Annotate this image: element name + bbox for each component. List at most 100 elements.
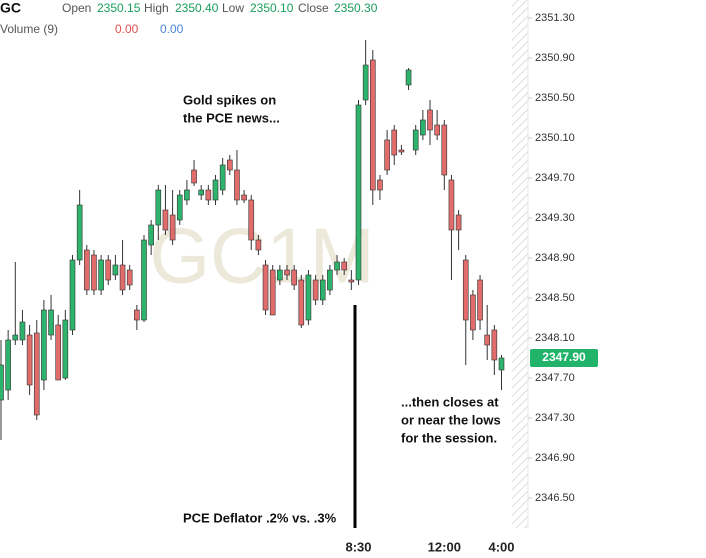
candle-body	[176, 194, 183, 221]
field-label: Low	[222, 1, 244, 15]
last-price-box	[530, 349, 598, 367]
candle-body	[248, 199, 255, 241]
candle-body	[420, 119, 426, 136]
candle-body	[227, 159, 233, 171]
candle-body	[477, 279, 483, 321]
y-tick-label: 2350.50	[535, 92, 575, 104]
candle-body	[377, 179, 383, 191]
candle-body	[98, 259, 104, 291]
candle-body	[362, 64, 369, 101]
candle-body	[334, 261, 340, 271]
candle-body	[355, 104, 362, 281]
volume-label: Volume (9)	[0, 22, 58, 36]
candle-body	[148, 224, 154, 246]
y-tick-label: 2349.70	[535, 172, 575, 184]
candle-body	[191, 169, 197, 184]
candle-body	[484, 334, 491, 346]
candle-body	[434, 124, 440, 136]
field-label: Close	[298, 1, 329, 15]
candle-body	[405, 69, 412, 86]
candle-body	[341, 261, 348, 271]
y-tick-label: 2346.50	[535, 492, 575, 504]
volume-value: 0.00	[160, 22, 184, 36]
field-label: High	[144, 1, 169, 15]
candle-body	[462, 259, 469, 321]
volume-value: 0.00	[115, 22, 139, 36]
annotation: the PCE news...	[183, 110, 280, 125]
candle-body	[26, 334, 33, 386]
candle-body	[277, 269, 283, 281]
candle-body	[0, 364, 4, 401]
candle-body	[155, 189, 162, 226]
annotation: ...then closes at	[401, 394, 499, 409]
candle-body	[319, 279, 326, 301]
candle-body	[412, 129, 419, 151]
candle-body	[470, 294, 476, 331]
candle-body	[427, 109, 433, 131]
candle-body	[48, 309, 54, 336]
candle-body	[441, 124, 448, 176]
candle-body	[141, 239, 147, 321]
candle-body	[305, 274, 312, 321]
field-value: 2350.15	[97, 1, 141, 15]
y-tick-label: 2350.90	[535, 52, 575, 64]
field-value: 2350.40	[175, 1, 219, 15]
y-tick-label: 2348.50	[535, 292, 575, 304]
candle-body	[112, 264, 119, 276]
annotation: for the session.	[401, 430, 497, 445]
annotation: PCE Deflator .2% vs. .3%	[183, 510, 337, 525]
candle-body	[41, 309, 47, 381]
candle-body	[184, 189, 190, 201]
annotation: Gold spikes on	[183, 92, 276, 107]
candle-body	[12, 334, 19, 341]
y-tick-label: 2348.90	[535, 252, 575, 264]
field-value: 2350.30	[334, 1, 378, 15]
candle-body	[5, 339, 11, 391]
field-label: Open	[62, 1, 91, 15]
candle-body	[162, 209, 169, 231]
candle-body	[234, 169, 240, 201]
x-tick-label: 12:00	[428, 539, 461, 554]
candle-body	[91, 254, 97, 291]
annotation: or near the lows	[401, 412, 501, 427]
candle-body	[169, 214, 176, 241]
candle-body	[369, 59, 376, 191]
future-area	[512, 0, 528, 528]
candle-body	[262, 264, 269, 311]
candle-body	[291, 269, 297, 286]
x-tick-label: 8:30	[345, 539, 371, 554]
candle-body	[55, 324, 62, 381]
candle-body	[62, 319, 69, 379]
candle-body	[76, 204, 83, 261]
candle-body	[448, 179, 455, 231]
candle-body	[327, 269, 333, 291]
field-value: 2350.10	[250, 1, 294, 15]
candle-body	[33, 332, 40, 416]
candle-body	[205, 189, 212, 201]
candle-body	[298, 279, 305, 326]
candle-body	[491, 329, 498, 361]
watermark: GC1M	[149, 212, 374, 300]
y-tick-label: 2349.30	[535, 212, 575, 224]
candle-body	[19, 321, 26, 341]
y-tick-label: 2351.30	[535, 12, 575, 24]
last-price-label: 2347.90	[542, 350, 586, 364]
candle-body	[241, 194, 247, 201]
x-tick-label: 4:00	[488, 539, 514, 554]
candle-body	[391, 129, 398, 156]
y-tick-label: 2348.10	[535, 332, 575, 344]
candle-body	[212, 179, 219, 201]
candle-body	[126, 269, 133, 286]
candle-body	[455, 214, 462, 231]
candle-body	[398, 149, 405, 153]
candle-body	[284, 269, 290, 276]
candle-body	[134, 309, 140, 321]
candle-body	[255, 239, 262, 251]
candle-body	[384, 139, 390, 171]
candle-body	[198, 189, 204, 196]
candle-body	[219, 164, 226, 191]
candle-body	[119, 264, 126, 291]
symbol: GC	[0, 0, 21, 16]
candle-body	[105, 259, 112, 281]
